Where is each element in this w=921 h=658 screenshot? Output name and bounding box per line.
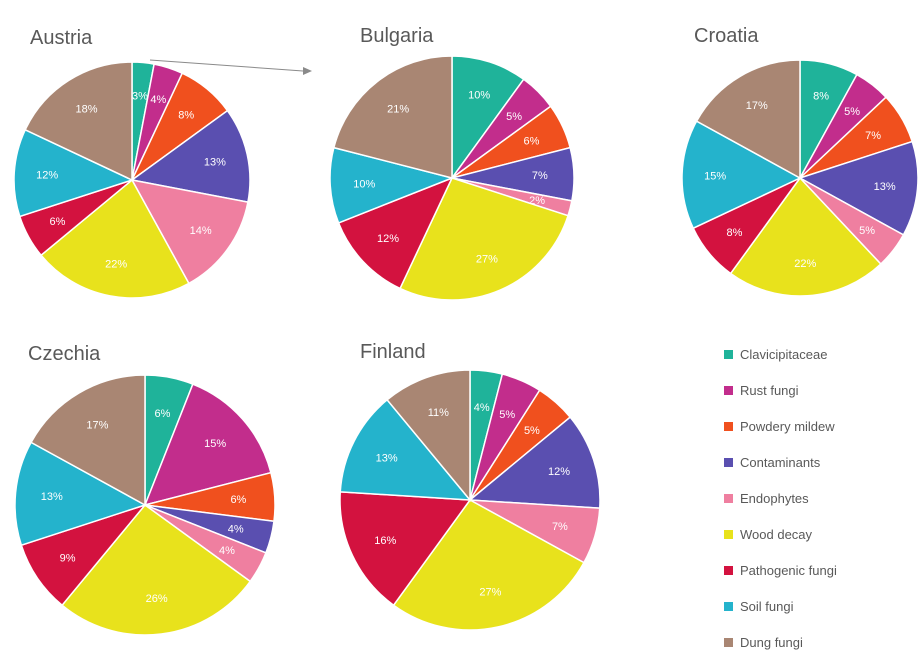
legend-label: Powdery mildew <box>740 419 835 434</box>
slice-data-label: 15% <box>704 170 726 182</box>
slice-data-label: 10% <box>353 179 375 191</box>
slice-data-label: 22% <box>105 259 127 271</box>
legend-item-soil-fungi: Soil fungi <box>724 588 837 624</box>
slice-data-label: 6% <box>155 408 171 420</box>
slice-data-label: 17% <box>746 100 768 112</box>
legend-swatch <box>724 602 733 611</box>
slice-data-label: 12% <box>36 170 58 182</box>
pie-finland: Finland 4% 5% 5% 12% 7% 27% 16% 13% 11% <box>340 341 600 630</box>
slice-data-label: 5% <box>859 225 875 237</box>
legend-item-clavicipitaceae: Clavicipitaceae <box>724 336 837 372</box>
slice-data-label: 14% <box>190 225 212 237</box>
legend-item-pathogenic-fungi: Pathogenic fungi <box>724 552 837 588</box>
slice-data-label: 13% <box>41 491 63 503</box>
slice-data-label: 7% <box>552 521 568 533</box>
slice-data-label: 12% <box>548 466 570 478</box>
slice-data-label: 8% <box>813 91 829 103</box>
slice-data-label: 4% <box>150 94 166 106</box>
connector-arrowhead <box>303 67 312 75</box>
slice-data-label: 5% <box>499 409 515 421</box>
legend-swatch <box>724 530 733 539</box>
legend-item-endophytes: Endophytes <box>724 480 837 516</box>
legend-label: Pathogenic fungi <box>740 563 837 578</box>
slice-data-label: 9% <box>60 553 76 565</box>
slice-data-label: 11% <box>428 407 449 419</box>
legend-label: Contaminants <box>740 455 820 470</box>
slice-data-label: 26% <box>146 593 168 605</box>
slice-data-label: 13% <box>874 181 896 193</box>
slice-data-label: 27% <box>476 254 498 266</box>
pie-croatia: Croatia 8% 5% 7% 13% 5% 22% 8% 15% 17% <box>682 25 918 296</box>
slice-data-label: 6% <box>524 136 540 148</box>
slice-data-label: 7% <box>865 130 881 142</box>
slice-data-label: 8% <box>727 227 743 239</box>
legend-item-powdery-mildew: Powdery mildew <box>724 408 837 444</box>
legend-swatch <box>724 422 733 431</box>
slice-data-label: 8% <box>178 110 194 122</box>
legend-swatch <box>724 458 733 467</box>
slice-data-label: 18% <box>75 103 97 115</box>
legend-label: Soil fungi <box>740 599 793 614</box>
pie-czechia: Czechia 6% 15% 6% 4% 4% 26% 9% 13% 17% <box>15 343 275 635</box>
legend-swatch <box>724 566 733 575</box>
slice-data-label: 4% <box>228 523 244 535</box>
slice-data-label: 5% <box>844 106 860 118</box>
slice-data-label: 6% <box>50 216 66 228</box>
pie-title: Austria <box>30 27 93 49</box>
legend-swatch <box>724 494 733 503</box>
pie-austria: Austria 3% 4% 8% 13% 14% 22% 6% 12% 18% <box>14 27 250 298</box>
pie-title: Czechia <box>28 343 101 365</box>
legend-label: Dung fungi <box>740 635 803 650</box>
legend-swatch <box>724 350 733 359</box>
slice-data-label: 5% <box>506 111 522 123</box>
slice-data-label: 13% <box>376 453 398 465</box>
legend-label: Wood decay <box>740 527 812 542</box>
slice-data-label: 10% <box>468 90 490 102</box>
slice-data-label: 16% <box>374 535 396 547</box>
legend: Clavicipitaceae Rust fungi Powdery mildew C… <box>724 336 837 658</box>
slice-data-label: 12% <box>377 233 399 245</box>
slice-data-label: 13% <box>204 157 226 169</box>
slice-data-label: 4% <box>474 402 490 414</box>
legend-swatch <box>724 386 733 395</box>
pie-title: Bulgaria <box>360 25 434 47</box>
slice-data-label: 4% <box>219 545 235 557</box>
legend-item-contaminants: Contaminants <box>724 444 837 480</box>
slice-data-label: 7% <box>532 170 548 182</box>
pie-title: Finland <box>360 341 426 363</box>
legend-label: Clavicipitaceae <box>740 347 827 362</box>
slice-data-label: 15% <box>204 438 226 450</box>
slice-data-label: 21% <box>387 104 409 116</box>
slice-data-label: 3% <box>132 90 148 102</box>
slice-data-label: 5% <box>524 425 540 437</box>
legend-item-wood-decay: Wood decay <box>724 516 837 552</box>
slice-data-label: 27% <box>479 586 501 598</box>
slice-data-label: 17% <box>86 419 108 431</box>
legend-item-rust-fungi: Rust fungi <box>724 372 837 408</box>
slice-data-label: 6% <box>230 494 246 506</box>
pie-title: Croatia <box>694 25 759 47</box>
slice-data-label: 22% <box>794 258 816 270</box>
legend-label: Endophytes <box>740 491 809 506</box>
legend-label: Rust fungi <box>740 383 799 398</box>
legend-item-dung-fungi: Dung fungi <box>724 624 837 658</box>
legend-swatch <box>724 638 733 647</box>
